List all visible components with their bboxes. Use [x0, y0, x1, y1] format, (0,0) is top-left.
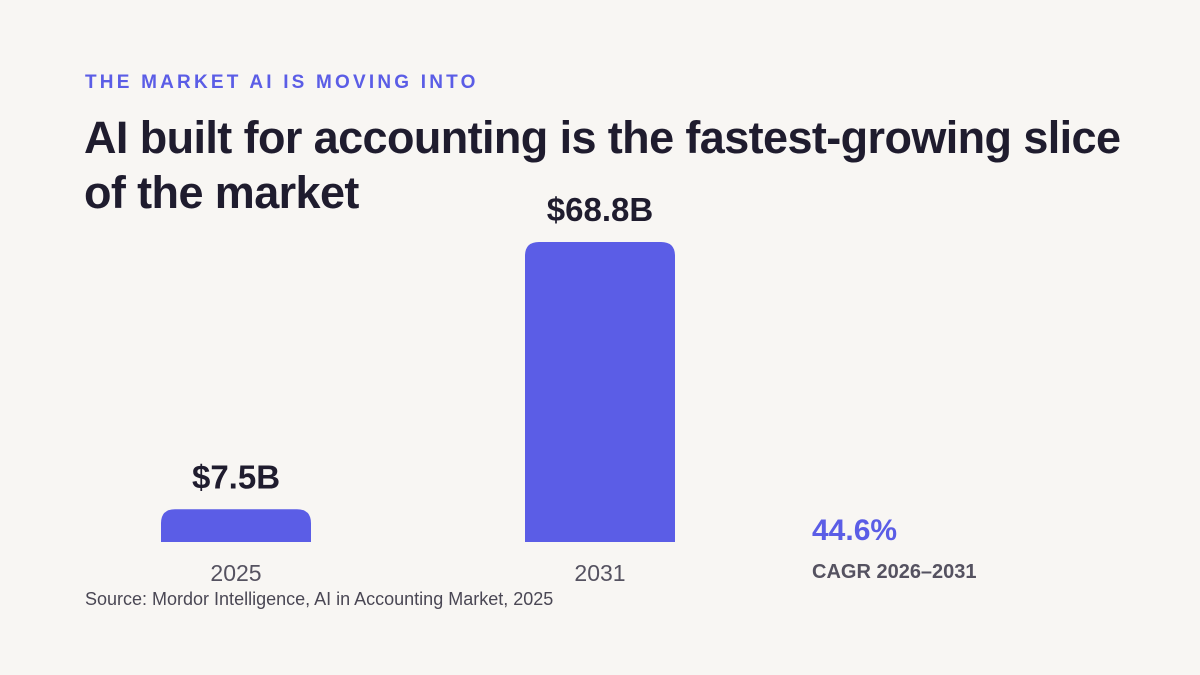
bar-2025 [161, 509, 311, 542]
cagr-value: 44.6% [812, 514, 898, 547]
chart-title: AI built for accounting is the fastest-g… [84, 112, 1121, 218]
x-tick-label-2031: 2031 [574, 560, 625, 586]
value-label-2025: $7.5B [192, 458, 280, 495]
value-label-2031: $68.8B [547, 191, 653, 228]
eyebrow-label: THE MARKET AI IS MOVING INTO [85, 72, 479, 93]
bar-2031 [525, 242, 675, 542]
cagr-label: CAGR 2026–2031 [812, 561, 977, 583]
source-note: Source: Mordor Intelligence, AI in Accou… [85, 589, 554, 609]
x-tick-label-2025: 2025 [210, 560, 261, 586]
